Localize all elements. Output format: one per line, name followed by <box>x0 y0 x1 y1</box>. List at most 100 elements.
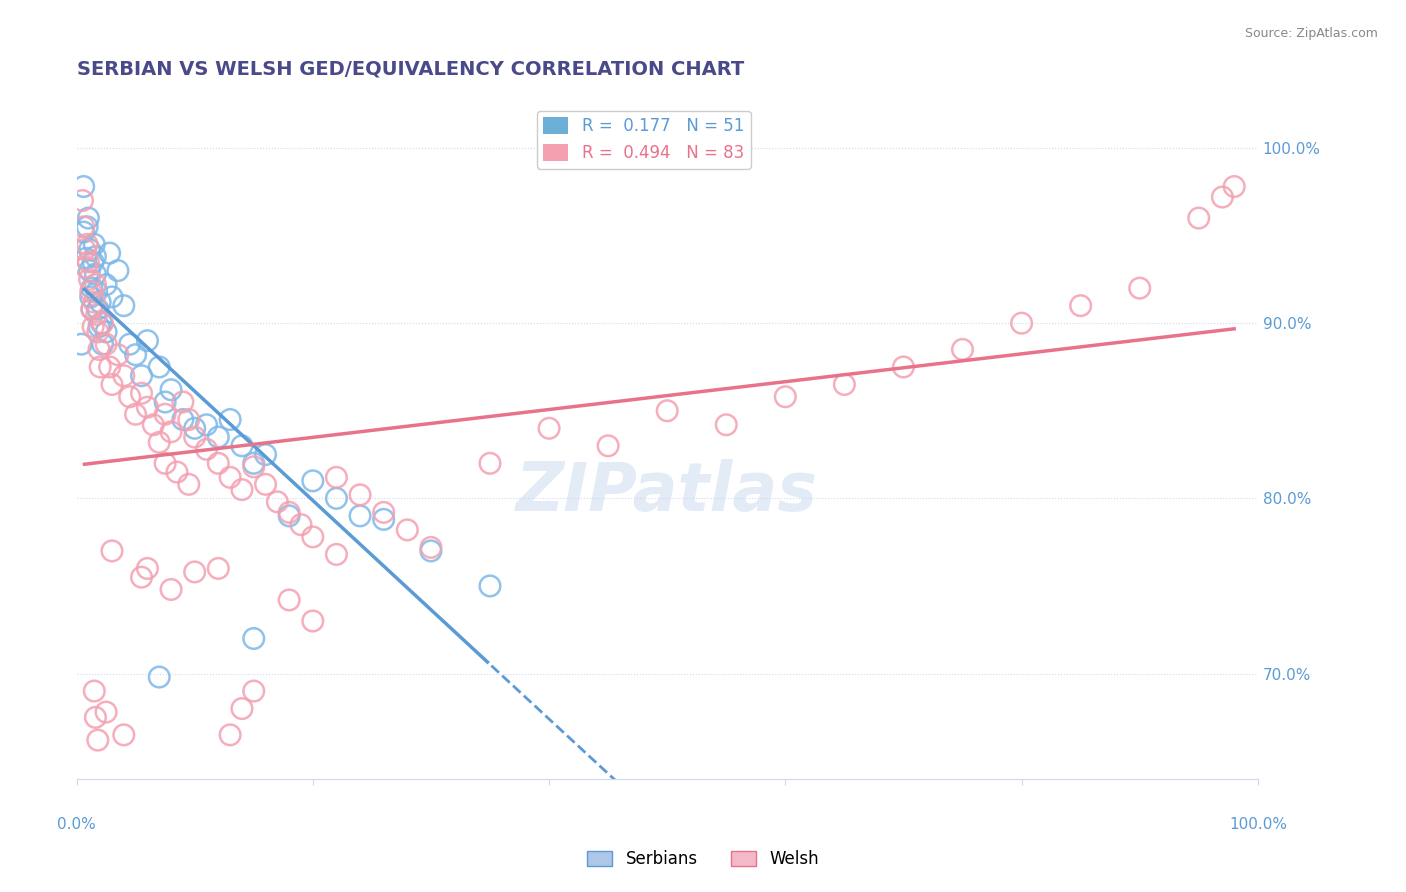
Point <box>124 407 146 421</box>
Point <box>254 448 277 462</box>
Point <box>207 430 229 444</box>
Point <box>87 325 110 339</box>
Point <box>75 252 97 266</box>
Point <box>1070 299 1092 313</box>
Point <box>83 295 105 310</box>
Point <box>166 465 188 479</box>
Point <box>136 401 159 415</box>
Point <box>89 295 111 310</box>
Point <box>79 272 101 286</box>
Point <box>76 219 98 234</box>
Point <box>91 337 114 351</box>
Point <box>231 439 253 453</box>
Point <box>94 325 117 339</box>
Point <box>87 343 110 357</box>
Point <box>775 390 797 404</box>
Point <box>160 582 183 597</box>
Point <box>242 456 264 470</box>
Point <box>101 377 124 392</box>
Point <box>131 570 153 584</box>
Point <box>1223 179 1246 194</box>
Point <box>177 412 200 426</box>
Point <box>79 243 101 257</box>
Point <box>301 614 323 628</box>
Point <box>219 728 242 742</box>
Point <box>84 277 107 292</box>
Point <box>153 407 176 421</box>
Point <box>101 544 124 558</box>
Point <box>207 456 229 470</box>
Point <box>142 417 165 432</box>
Point <box>242 459 264 474</box>
Point <box>98 359 121 374</box>
Point <box>420 541 443 555</box>
Point <box>716 417 738 432</box>
Point <box>183 565 205 579</box>
Point <box>112 728 135 742</box>
Point <box>148 359 170 374</box>
Point <box>172 412 194 426</box>
Point <box>80 281 103 295</box>
Point <box>183 430 205 444</box>
Point <box>834 377 856 392</box>
Point <box>98 246 121 260</box>
Point <box>91 316 114 330</box>
Point <box>84 710 107 724</box>
Point <box>242 632 264 646</box>
Point <box>160 383 183 397</box>
Point <box>349 488 371 502</box>
Point <box>118 390 141 404</box>
Point <box>153 456 176 470</box>
Point <box>82 319 104 334</box>
Point <box>231 701 253 715</box>
Point <box>73 243 96 257</box>
Point <box>160 425 183 439</box>
Point <box>373 512 395 526</box>
Text: ZIPatlas: ZIPatlas <box>516 458 818 524</box>
Point <box>657 404 679 418</box>
Text: Source: ZipAtlas.com: Source: ZipAtlas.com <box>1244 27 1378 40</box>
Point <box>172 395 194 409</box>
Point <box>75 260 97 274</box>
Point <box>107 263 129 277</box>
Point <box>538 421 561 435</box>
Point <box>131 368 153 383</box>
Point <box>325 548 347 562</box>
Point <box>101 290 124 304</box>
Point <box>148 435 170 450</box>
Point <box>80 285 103 299</box>
Point <box>195 442 218 457</box>
Point <box>349 508 371 523</box>
Point <box>153 395 176 409</box>
Point <box>84 250 107 264</box>
Point <box>278 505 301 519</box>
Point <box>72 219 94 234</box>
Point <box>254 477 277 491</box>
Point <box>70 337 93 351</box>
Point <box>72 225 94 239</box>
Point <box>76 237 98 252</box>
Point <box>112 368 135 383</box>
Point <box>94 337 117 351</box>
Point <box>278 508 301 523</box>
Point <box>80 302 103 317</box>
Point <box>242 684 264 698</box>
Point <box>90 316 112 330</box>
Text: 100.0%: 100.0% <box>1229 817 1286 832</box>
Point <box>219 412 242 426</box>
Legend: Serbians, Welsh: Serbians, Welsh <box>581 844 825 875</box>
Point <box>86 307 108 321</box>
Point <box>107 348 129 362</box>
Point <box>124 348 146 362</box>
Text: 0.0%: 0.0% <box>58 817 96 832</box>
Point <box>72 179 94 194</box>
Point <box>87 302 110 317</box>
Point <box>219 470 242 484</box>
Point <box>87 733 110 747</box>
Point <box>207 561 229 575</box>
Point <box>77 255 100 269</box>
Point <box>325 491 347 506</box>
Text: SERBIAN VS WELSH GED/EQUIVALENCY CORRELATION CHART: SERBIAN VS WELSH GED/EQUIVALENCY CORRELA… <box>76 60 744 78</box>
Point <box>87 319 110 334</box>
Point <box>118 337 141 351</box>
